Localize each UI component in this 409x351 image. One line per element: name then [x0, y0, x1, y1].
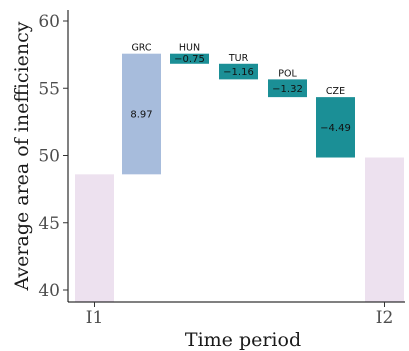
- x-tick-label: I1: [86, 308, 104, 328]
- y-tick-label: 50: [38, 147, 60, 167]
- y-ticks: 40 45 50 55 60: [38, 12, 68, 301]
- delta-bar-pol: [268, 79, 307, 98]
- bar-label-grc: GRC: [131, 43, 151, 54]
- y-axis-label: Average area of inefficiency: [11, 21, 33, 291]
- total-bar-6: [365, 157, 404, 302]
- x-axis-label: Time period: [185, 329, 301, 351]
- bar-label-hun: HUN: [179, 43, 200, 54]
- bar-label-cze: CZE: [326, 86, 345, 97]
- y-tick-label: 55: [38, 79, 60, 99]
- y-tick-label: 60: [38, 12, 60, 32]
- bar-value-hun: −0.75: [174, 54, 205, 65]
- delta-bar-cze: [316, 97, 355, 158]
- total-bar-0: [75, 174, 114, 302]
- x-ticks: I1 I2: [86, 302, 394, 328]
- bar-value-pol: −1.32: [272, 84, 303, 95]
- bar-label-pol: POL: [278, 68, 297, 79]
- x-tick-label: I2: [376, 308, 394, 328]
- delta-bar-tur: [219, 63, 258, 80]
- delta-bar-hun: [170, 53, 209, 64]
- y-tick-label: 45: [38, 214, 60, 234]
- y-tick-label: 40: [38, 281, 60, 301]
- bar-value-cze: −4.49: [320, 123, 351, 134]
- bar-value-grc: 8.97: [130, 110, 152, 121]
- bars-layer: GRC 8.97 HUN−0.75 TUR −1.16 POL −1.32 CZE −4.49: [75, 43, 404, 302]
- bar-value-tur: −1.16: [223, 67, 254, 78]
- bar-label-tur: TUR: [228, 53, 249, 64]
- delta-bar-grc: [122, 53, 161, 175]
